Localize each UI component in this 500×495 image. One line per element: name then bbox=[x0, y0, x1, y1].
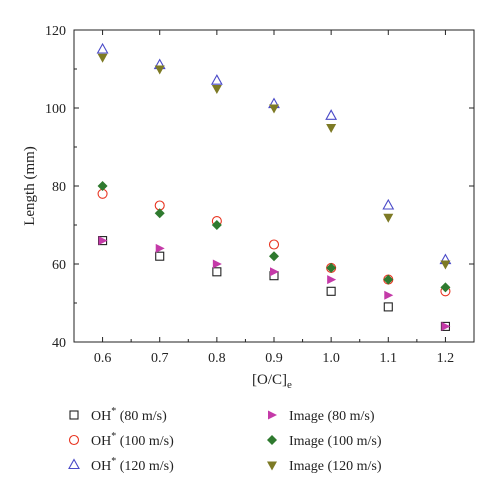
data-point bbox=[441, 321, 451, 331]
y-axis-label: Length (mm) bbox=[22, 146, 38, 226]
legend-label: OH* (100 m/s) bbox=[91, 431, 174, 449]
y-tick-label: 100 bbox=[45, 102, 66, 117]
data-point bbox=[212, 267, 222, 277]
data-point bbox=[440, 282, 451, 293]
y-tick-label: 60 bbox=[52, 258, 66, 273]
data-point bbox=[327, 275, 337, 285]
legend-item: Image (100 m/s) bbox=[267, 434, 382, 449]
legend-marker bbox=[267, 461, 277, 471]
y-tick-label: 120 bbox=[45, 24, 66, 39]
x-tick-label: 0.9 bbox=[265, 351, 283, 366]
legend-label: OH* (80 m/s) bbox=[91, 406, 167, 424]
legend-marker bbox=[68, 434, 80, 446]
y-tick-label: 80 bbox=[52, 180, 66, 195]
series-1 bbox=[98, 236, 450, 331]
data-point bbox=[383, 213, 394, 223]
data-point bbox=[155, 243, 165, 253]
data-point bbox=[154, 65, 165, 75]
plot-frame bbox=[73, 29, 475, 343]
data-point bbox=[155, 251, 165, 261]
legend-label: Image (100 m/s) bbox=[289, 434, 382, 449]
data-point bbox=[384, 290, 394, 300]
data-point bbox=[211, 220, 222, 230]
legend-marker bbox=[69, 410, 79, 420]
x-tick-label: 0.6 bbox=[94, 351, 112, 366]
data-point bbox=[268, 239, 280, 250]
data-point bbox=[270, 267, 279, 277]
x-tick-label: 1.1 bbox=[380, 351, 398, 366]
series-5 bbox=[97, 181, 451, 293]
legend-marker bbox=[68, 458, 80, 470]
data-point bbox=[98, 236, 108, 246]
legend-item: OH* (120 m/s) bbox=[68, 456, 174, 474]
x-axis-label: [O/C]e bbox=[252, 372, 292, 391]
data-point bbox=[326, 262, 337, 273]
legend-item: OH* (100 m/s) bbox=[68, 431, 174, 449]
legend-label: Image (80 m/s) bbox=[289, 409, 375, 424]
data-point bbox=[269, 251, 279, 262]
data-point bbox=[211, 85, 222, 94]
legend-item: Image (120 m/s) bbox=[267, 459, 382, 474]
series-6 bbox=[97, 53, 451, 270]
series-layer bbox=[96, 42, 452, 331]
series-3 bbox=[96, 42, 452, 265]
y-tick-label: 40 bbox=[52, 336, 66, 351]
x-tick-label: 0.7 bbox=[151, 351, 169, 366]
legend-marker bbox=[268, 410, 277, 420]
legend-item: Image (80 m/s) bbox=[268, 409, 375, 424]
legend: OH* (80 m/s) OH* (100 m/s) OH* (120 m/s) Im… bbox=[68, 406, 382, 474]
legend-item: OH* (80 m/s) bbox=[69, 406, 167, 424]
x-tick-label: 1.2 bbox=[437, 351, 455, 366]
data-point bbox=[269, 104, 279, 114]
data-point bbox=[326, 124, 337, 133]
y-axis: 40 60 80 100 120 bbox=[45, 24, 474, 351]
data-point bbox=[212, 259, 222, 269]
x-axis: 0.6 0.7 0.8 0.9 1.0 1.1 1.2 bbox=[94, 30, 454, 366]
legend-label: OH* (120 m/s) bbox=[91, 456, 174, 474]
data-point bbox=[96, 42, 109, 54]
data-point bbox=[325, 109, 338, 120]
data-point bbox=[210, 74, 223, 85]
data-point bbox=[326, 286, 336, 296]
legend-marker bbox=[267, 435, 277, 445]
series-4 bbox=[98, 236, 451, 331]
x-tick-label: 1.0 bbox=[322, 351, 340, 366]
data-point bbox=[382, 198, 395, 210]
data-point bbox=[97, 53, 108, 63]
x-tick-label: 0.8 bbox=[208, 351, 226, 366]
legend-label: Image (120 m/s) bbox=[289, 459, 382, 474]
data-point bbox=[440, 260, 451, 270]
data-point bbox=[383, 274, 394, 285]
data-point bbox=[97, 181, 108, 191]
data-point bbox=[154, 208, 165, 219]
data-point bbox=[383, 302, 393, 312]
